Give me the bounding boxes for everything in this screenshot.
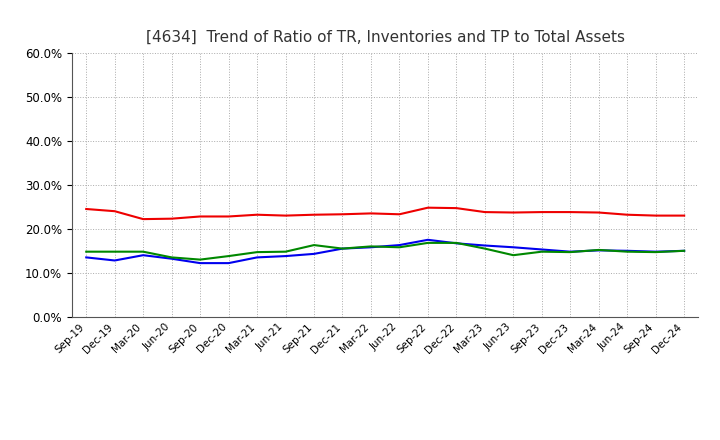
Inventories	[652, 249, 660, 254]
Inventories	[282, 253, 290, 259]
Trade Receivables	[310, 212, 318, 217]
Trade Payables	[310, 242, 318, 248]
Trade Payables	[509, 253, 518, 258]
Inventories	[452, 241, 461, 246]
Trade Receivables	[652, 213, 660, 218]
Trade Receivables	[139, 216, 148, 222]
Trade Receivables	[566, 209, 575, 215]
Inventories	[537, 247, 546, 252]
Inventories	[595, 248, 603, 253]
Inventories	[139, 253, 148, 258]
Line: Trade Payables: Trade Payables	[86, 243, 684, 260]
Trade Payables	[366, 244, 375, 249]
Inventories	[566, 249, 575, 254]
Trade Payables	[82, 249, 91, 254]
Trade Payables	[395, 245, 404, 250]
Trade Payables	[537, 249, 546, 254]
Trade Payables	[338, 246, 347, 251]
Trade Receivables	[395, 212, 404, 217]
Title: [4634]  Trend of Ratio of TR, Inventories and TP to Total Assets: [4634] Trend of Ratio of TR, Inventories…	[145, 29, 625, 45]
Trade Payables	[253, 249, 261, 255]
Trade Receivables	[338, 212, 347, 217]
Inventories	[225, 260, 233, 266]
Trade Payables	[423, 240, 432, 246]
Inventories	[480, 243, 489, 248]
Trade Receivables	[423, 205, 432, 210]
Inventories	[110, 258, 119, 263]
Trade Receivables	[167, 216, 176, 221]
Trade Receivables	[110, 209, 119, 214]
Trade Payables	[139, 249, 148, 254]
Line: Inventories: Inventories	[86, 240, 684, 263]
Inventories	[310, 251, 318, 257]
Trade Receivables	[623, 212, 631, 217]
Inventories	[196, 260, 204, 266]
Trade Payables	[196, 257, 204, 262]
Inventories	[167, 256, 176, 261]
Trade Receivables	[282, 213, 290, 218]
Inventories	[509, 245, 518, 250]
Trade Receivables	[196, 214, 204, 219]
Line: Trade Receivables: Trade Receivables	[86, 208, 684, 219]
Inventories	[395, 242, 404, 248]
Trade Payables	[680, 248, 688, 253]
Trade Payables	[452, 240, 461, 246]
Trade Payables	[480, 246, 489, 251]
Trade Receivables	[480, 209, 489, 215]
Trade Payables	[167, 255, 176, 260]
Trade Receivables	[225, 214, 233, 219]
Trade Receivables	[680, 213, 688, 218]
Inventories	[680, 248, 688, 253]
Trade Receivables	[452, 205, 461, 211]
Inventories	[623, 248, 631, 253]
Trade Payables	[566, 249, 575, 255]
Inventories	[253, 255, 261, 260]
Trade Payables	[652, 249, 660, 255]
Trade Receivables	[509, 210, 518, 215]
Trade Payables	[282, 249, 290, 254]
Inventories	[366, 245, 375, 250]
Trade Payables	[595, 247, 603, 253]
Trade Receivables	[595, 210, 603, 215]
Inventories	[338, 246, 347, 251]
Trade Payables	[623, 249, 631, 254]
Trade Payables	[225, 253, 233, 259]
Inventories	[82, 255, 91, 260]
Trade Receivables	[366, 211, 375, 216]
Trade Receivables	[537, 209, 546, 215]
Inventories	[423, 237, 432, 242]
Trade Payables	[110, 249, 119, 254]
Trade Receivables	[253, 212, 261, 217]
Trade Receivables	[82, 206, 91, 212]
